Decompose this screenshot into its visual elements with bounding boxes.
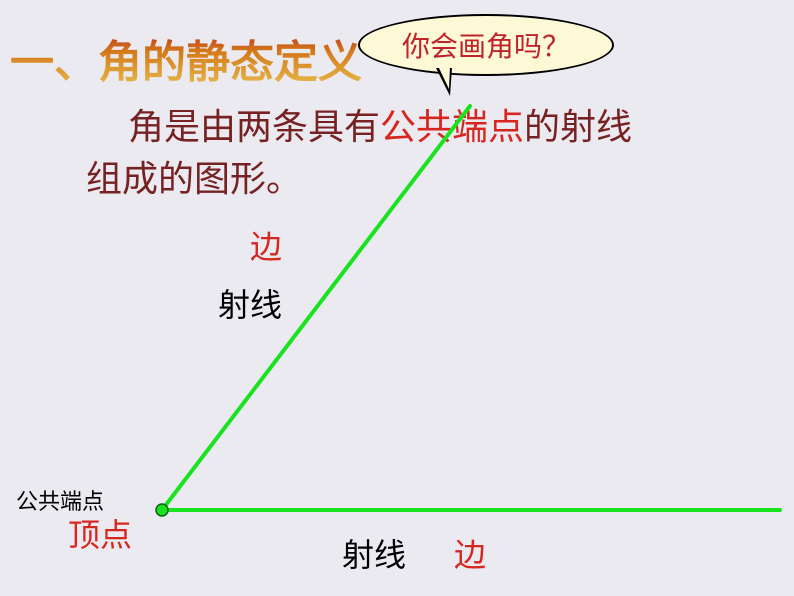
label-side-top: 边 bbox=[250, 222, 282, 268]
label-vertex: 顶点 bbox=[68, 510, 132, 556]
angle-diagram bbox=[0, 0, 794, 596]
vertex-dot bbox=[156, 504, 168, 516]
ray-1 bbox=[162, 106, 470, 510]
label-side-bottom: 边 bbox=[454, 530, 486, 576]
label-ray-top: 射线 bbox=[218, 280, 282, 326]
label-ray-bottom: 射线 bbox=[342, 530, 406, 576]
